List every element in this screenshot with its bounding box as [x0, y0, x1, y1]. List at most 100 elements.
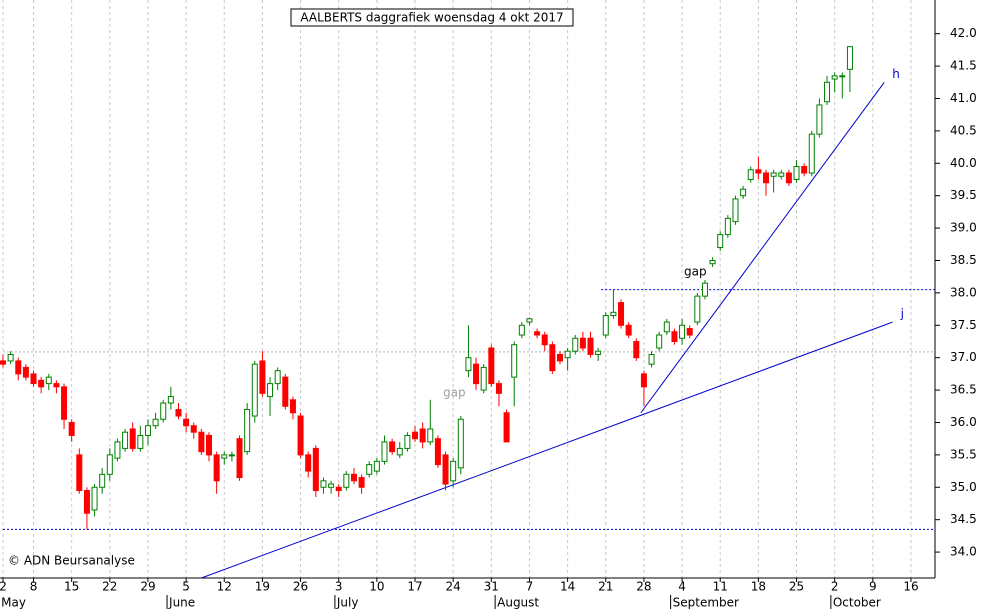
candle-body — [183, 418, 190, 427]
candle-body — [30, 373, 37, 385]
candle-body — [763, 172, 769, 184]
candle-body — [824, 81, 831, 103]
candle-body — [572, 337, 579, 352]
y-tick-label: 36.5 — [950, 383, 977, 397]
candle-body — [709, 259, 716, 265]
y-tick-label: 42.0 — [950, 26, 977, 40]
month-label: September — [673, 596, 739, 609]
candle-body — [694, 295, 701, 323]
candle-body — [76, 454, 83, 492]
candle-body — [801, 166, 808, 174]
candle-body — [297, 415, 304, 456]
candle-body — [434, 438, 441, 466]
candle-body — [579, 337, 586, 349]
x-tick-label: 28 — [636, 580, 651, 594]
candle-body — [610, 311, 617, 317]
y-tick-label: 40.0 — [950, 156, 977, 170]
candle-body — [518, 324, 525, 336]
candle-body — [83, 490, 90, 514]
x-tick-label: 8 — [30, 580, 38, 594]
candle-body — [137, 434, 144, 449]
y-tick-label: 34.0 — [950, 545, 977, 559]
candle-body — [663, 321, 670, 333]
y-tick-label: 36.0 — [950, 415, 977, 429]
x-tick-label: 3 — [335, 580, 343, 594]
x-tick-label: 22 — [102, 580, 117, 594]
x-tick-label: 16 — [903, 580, 918, 594]
candle-body — [198, 431, 205, 453]
candle-body — [15, 360, 22, 375]
candle-body — [68, 421, 75, 436]
candle-body — [495, 383, 502, 394]
candle-body — [404, 434, 411, 449]
x-tick-label: 11 — [713, 580, 728, 594]
candle-body — [686, 328, 693, 336]
month-label: May — [1, 596, 26, 609]
x-tick-label: 14 — [560, 580, 575, 594]
candle-body — [106, 454, 113, 475]
candle-body — [251, 363, 258, 417]
candle-body — [312, 447, 319, 492]
x-tick-label: 4 — [678, 580, 686, 594]
candle-body — [671, 331, 678, 342]
candle-body — [625, 324, 632, 336]
candle-body — [366, 464, 373, 475]
x-tick-label: 2 — [831, 580, 839, 594]
month-label: June — [168, 596, 195, 609]
candle-body — [473, 363, 480, 385]
candle-body — [7, 353, 14, 362]
candle-body — [381, 441, 388, 462]
candle-body — [419, 428, 426, 443]
candle-body — [335, 486, 342, 492]
y-tick-label: 37.5 — [950, 318, 977, 332]
candle-body — [511, 344, 518, 378]
y-tick-label: 35.0 — [950, 480, 977, 494]
candle-body — [320, 480, 327, 488]
candle-body — [213, 454, 220, 482]
y-tick-label: 41.0 — [950, 91, 977, 105]
candle-body — [816, 104, 823, 135]
y-tick-label: 38.5 — [950, 253, 977, 267]
candle-body — [389, 441, 396, 453]
candle-body — [129, 428, 136, 449]
candle-body — [785, 172, 792, 184]
y-tick-label: 37.0 — [950, 350, 977, 364]
candle-body — [328, 483, 335, 488]
candle-body — [778, 172, 785, 177]
y-tick-label: 35.5 — [950, 447, 977, 461]
x-tick-label: 7 — [526, 580, 534, 594]
month-label: July — [336, 596, 359, 609]
trendline — [640, 81, 885, 414]
candle-body — [267, 383, 274, 398]
candle-body — [831, 75, 838, 80]
x-tick-label: 17 — [407, 580, 422, 594]
candle-body — [755, 169, 762, 174]
candle-body — [770, 172, 777, 177]
y-tick-label: 34.5 — [950, 512, 977, 526]
candle-body — [442, 454, 449, 485]
candle-body — [480, 366, 487, 391]
x-tick-label: 19 — [255, 580, 270, 594]
candle-body — [160, 402, 167, 420]
candle-body — [350, 473, 357, 482]
candle-body — [122, 431, 129, 449]
candle-body — [564, 350, 571, 359]
candle-body — [549, 344, 556, 372]
candle-body — [358, 477, 365, 488]
candle-body — [167, 396, 174, 404]
x-tick-label: 15 — [64, 580, 79, 594]
candle-body — [259, 360, 266, 394]
x-tick-label: 21 — [598, 580, 613, 594]
x-tick-label: 26 — [293, 580, 308, 594]
month-label: October — [833, 596, 881, 609]
candle-body — [839, 75, 846, 78]
candle-body — [274, 370, 281, 385]
trendline-label: h — [892, 67, 900, 81]
candle-body — [717, 234, 724, 249]
candle-body — [793, 166, 800, 180]
candle-body — [587, 337, 594, 355]
copyright: © ADN Beursanalyse — [8, 554, 135, 568]
candle-body — [236, 438, 243, 479]
candle-body — [450, 460, 457, 482]
